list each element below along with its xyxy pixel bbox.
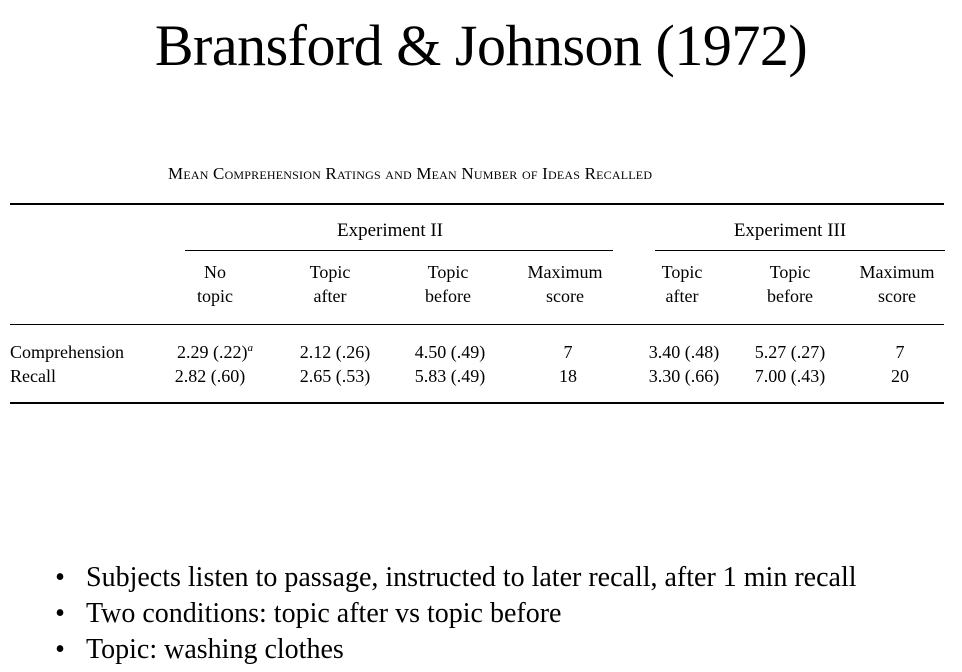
- bullet-symbol: •: [55, 634, 65, 665]
- group-rule-experiment-2: [185, 250, 613, 251]
- table-cell: 5.27 (.27): [754, 342, 826, 362]
- column-header-line1: Maximum: [859, 262, 935, 282]
- table-cell: 7: [563, 342, 573, 362]
- table-cell: 18: [559, 366, 577, 386]
- bullet-text: Topic: washing clothes: [86, 634, 344, 665]
- column-header-line2: before: [767, 286, 813, 306]
- group-rule-experiment-3: [655, 250, 945, 251]
- bullet-list: • Subjects listen to passage, instructed…: [50, 560, 857, 668]
- column-header-line1: Maximum: [527, 262, 603, 282]
- bullet-item: • Two conditions: topic after vs topic b…: [50, 596, 857, 632]
- table-cell: 4.50 (.49): [414, 342, 486, 362]
- column-header-line2: score: [878, 286, 916, 306]
- cell-value: 2.29 (.22): [177, 342, 248, 362]
- column-header-line2: before: [425, 286, 471, 306]
- table-bottom-rule: [10, 402, 944, 404]
- bullet-text: Subjects listen to passage, instructed t…: [86, 562, 857, 593]
- row-label: Recall: [10, 366, 56, 386]
- table-cell: 2.65 (.53): [299, 366, 371, 386]
- bullet-symbol: •: [55, 598, 65, 629]
- bullet-symbol: •: [55, 562, 65, 593]
- table-cell: 5.83 (.49): [414, 366, 486, 386]
- column-header-line2: after: [665, 286, 699, 306]
- header-bottom-rule: [10, 324, 944, 325]
- column-header-line1: Topic: [661, 262, 703, 282]
- slide-title: Bransford & Johnson (1972): [154, 13, 808, 78]
- table-cell: 7: [895, 342, 905, 362]
- row-label: Comprehension: [10, 342, 124, 362]
- table-cell: 2.12 (.26): [299, 342, 371, 362]
- footnote-marker: a: [247, 342, 254, 354]
- table-cell: 3.40 (.48): [648, 342, 720, 362]
- bullet-item: • Subjects listen to passage, instructed…: [50, 560, 857, 596]
- bullet-item: • Topic: washing clothes: [50, 632, 857, 668]
- column-header-line2: score: [546, 286, 584, 306]
- column-header-line1: Topic: [427, 262, 469, 282]
- table-cell: 3.30 (.66): [648, 366, 720, 386]
- table-cell-no-topic: 2.29 (.22)a: [160, 340, 270, 364]
- column-header-line2: topic: [197, 286, 233, 306]
- column-header-line1: No: [204, 262, 226, 282]
- table-top-rule: [10, 203, 944, 205]
- column-header-line2: after: [313, 286, 347, 306]
- bullet-text: Two conditions: topic after vs topic bef…: [86, 598, 562, 629]
- table-cell: 2.82 (.60): [174, 366, 246, 386]
- column-header-line1: Topic: [309, 262, 351, 282]
- table-caption: Mean Comprehension Ratings and Mean Numb…: [168, 164, 653, 183]
- table-cell: 7.00 (.43): [754, 366, 826, 386]
- column-header-line1: Topic: [769, 262, 811, 282]
- group-header-experiment-2: Experiment II: [336, 220, 444, 241]
- table-cell: 20: [891, 366, 909, 386]
- group-header-experiment-3: Experiment III: [733, 220, 847, 241]
